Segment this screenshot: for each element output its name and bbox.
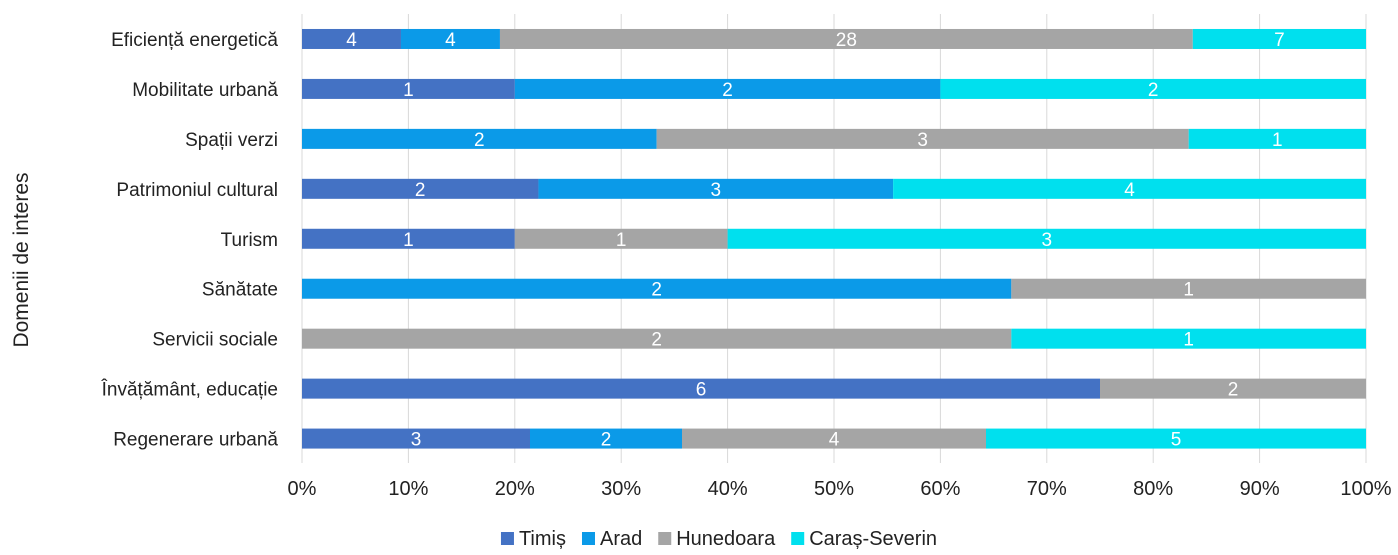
- data-label: 2: [601, 430, 612, 451]
- category-label: Spații verzi: [185, 130, 278, 151]
- x-tick-label: 50%: [814, 478, 854, 500]
- data-label: 7: [1274, 30, 1285, 51]
- data-label: 3: [411, 430, 422, 451]
- x-tick-labels: 0% 10% 20% 30% 40% 50% 60% 70% 80% 90% 100%: [288, 478, 1392, 500]
- data-label: 5: [1171, 430, 1182, 451]
- data-label: 3: [917, 130, 928, 151]
- bar-segment: [302, 278, 1012, 299]
- bar-segment: [1011, 278, 1366, 299]
- data-label: 1: [1183, 330, 1194, 351]
- bar-segment: [656, 128, 1189, 149]
- bar-segment: [1192, 28, 1366, 49]
- bar-segment: [1188, 128, 1366, 149]
- bar-segment: [986, 428, 1366, 449]
- bar-segment: [514, 78, 941, 99]
- category-label: Turism: [221, 230, 278, 251]
- data-labels: 4 4 28 7 1 2 2 2 3 1 2 3 4 1 1 3 2 1 2 1 6 2 3 2 4 5: [346, 30, 1284, 451]
- bar-segment: [514, 228, 728, 249]
- x-tick-label: 80%: [1133, 478, 1173, 500]
- category-label: Sănătate: [202, 280, 278, 301]
- bar-segment: [400, 28, 500, 49]
- bar-segment: [538, 178, 894, 199]
- data-label: 28: [836, 30, 857, 51]
- data-label: 3: [710, 180, 721, 201]
- data-label: 1: [1183, 280, 1194, 301]
- x-tick-label: 20%: [495, 478, 535, 500]
- bar-segment: [893, 178, 1366, 199]
- data-label: 2: [1148, 80, 1159, 101]
- bars: [302, 28, 1366, 449]
- category-label: Regenerare urbană: [113, 430, 278, 451]
- data-label: 2: [651, 330, 662, 351]
- legend: Timiș Arad Hunedoara Caraș-Severin: [500, 528, 937, 550]
- bar-segment: [727, 228, 1366, 249]
- bar-segment: [682, 428, 986, 449]
- y-axis-label: Domenii de interes: [10, 172, 33, 347]
- legend-label: Caraș-Severin: [809, 528, 937, 550]
- x-tick-label: 0%: [288, 478, 317, 500]
- data-label: 1: [1272, 130, 1283, 151]
- bar-segment: [302, 128, 657, 149]
- x-tick-label: 90%: [1240, 478, 1280, 500]
- x-tick-label: 100%: [1340, 478, 1391, 500]
- data-label: 2: [722, 80, 733, 101]
- category-label: Patrimoniul cultural: [116, 180, 278, 201]
- data-label: 2: [474, 130, 485, 151]
- data-label: 4: [1124, 180, 1135, 201]
- x-tick-label: 60%: [920, 478, 960, 500]
- bar-segment: [302, 178, 539, 199]
- category-label: Eficiență energetică: [111, 30, 278, 51]
- x-tick-label: 70%: [1027, 478, 1067, 500]
- legend-label: Arad: [600, 528, 642, 550]
- bar-segment: [302, 428, 530, 449]
- data-label: 4: [829, 430, 840, 451]
- legend-label: Timiș: [519, 528, 566, 550]
- legend-swatch: [581, 532, 595, 545]
- category-label: Învățământ, educație: [101, 379, 278, 401]
- bar-segment: [302, 378, 1100, 399]
- x-tick-label: 10%: [388, 478, 428, 500]
- bar-segment: [302, 28, 401, 49]
- bar-segment: [499, 28, 1193, 49]
- x-tick-label: 40%: [708, 478, 748, 500]
- data-label: 1: [403, 80, 414, 101]
- legend-label: Hunedoara: [676, 528, 776, 550]
- category-label: Mobilitate urbană: [132, 80, 278, 101]
- category-label: Servicii sociale: [152, 330, 278, 351]
- data-label: 6: [696, 380, 707, 401]
- bar-segment: [1100, 378, 1366, 399]
- bar-segment: [302, 328, 1012, 349]
- data-label: 2: [651, 280, 662, 301]
- data-label: 4: [445, 30, 456, 51]
- legend-swatch: [500, 532, 514, 545]
- data-label: 1: [616, 230, 627, 251]
- bar-segment: [1011, 328, 1366, 349]
- data-label: 4: [346, 30, 357, 51]
- bar-segment: [940, 78, 1366, 99]
- bar-segment: [302, 228, 515, 249]
- legend-swatch: [658, 532, 672, 545]
- bar-segment: [530, 428, 682, 449]
- category-labels: Eficiență energetică Mobilitate urbană Spa…: [101, 30, 279, 451]
- bar-segment: [302, 78, 515, 99]
- legend-swatch: [791, 532, 805, 545]
- data-label: 1: [403, 230, 414, 251]
- x-tick-label: 30%: [601, 478, 641, 500]
- data-label: 2: [1228, 380, 1239, 401]
- data-label: 2: [415, 180, 426, 201]
- data-label: 3: [1042, 230, 1053, 251]
